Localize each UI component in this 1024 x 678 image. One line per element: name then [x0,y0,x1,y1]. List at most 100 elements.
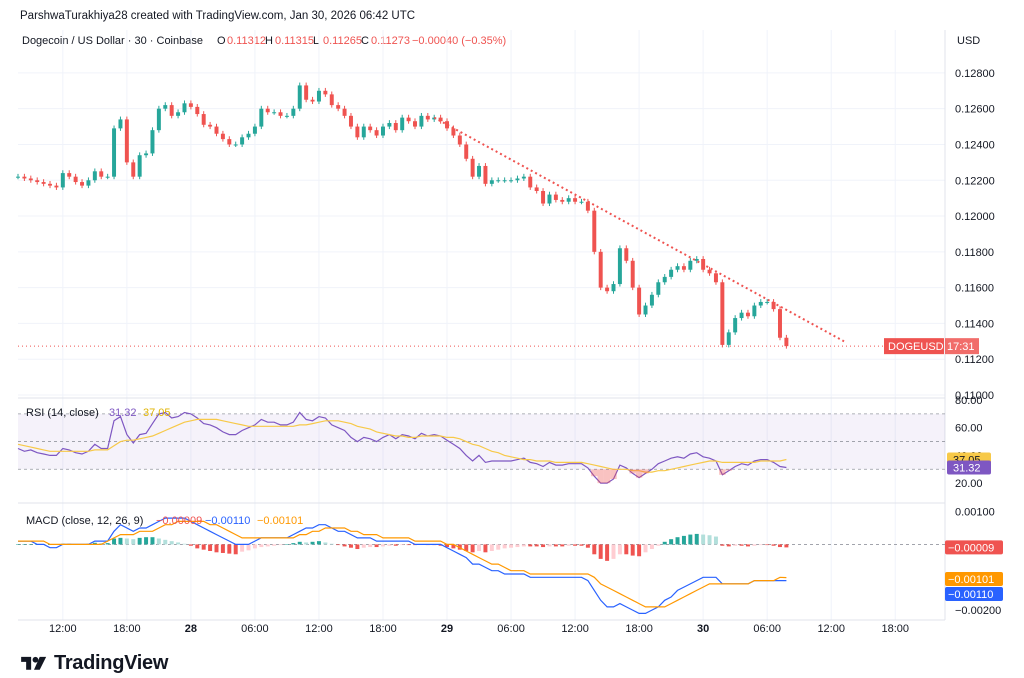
currency-label[interactable]: USD [957,35,980,47]
time-tick-label: 12:00 [817,623,845,635]
candle [105,176,110,178]
candle [124,119,129,163]
rsi-badge-label: 31.32 [953,462,981,474]
candle [457,135,462,145]
candle [464,144,469,159]
candle [534,187,539,191]
candle [585,201,590,211]
time-tick-label: 29 [441,623,453,635]
macd-histogram-bar [669,539,674,545]
rsi-badge [947,460,991,475]
candle [598,251,603,288]
candle [252,126,257,134]
macd-histogram-bar [713,536,718,545]
candle [323,90,328,95]
macd-histogram-bar [355,544,360,550]
price-tick-label: 0.11400 [955,318,994,330]
macd-histogram-bar [150,537,155,545]
rsi-title[interactable]: RSI (14, close) [26,407,99,419]
time-tick-label: 18:00 [625,623,653,635]
candle [156,108,161,131]
time-tick-label: 18:00 [369,623,397,635]
rsi-tick-label: 20.00 [955,478,983,490]
candle [374,130,379,136]
macd-histogram-bar [643,544,648,553]
candle [22,176,27,179]
macd-histogram-bar [566,544,571,546]
candle [662,276,667,283]
rsi-ma-value: 37.05 [143,407,171,419]
macd-histogram-bar [233,544,238,555]
candle [438,117,443,122]
candle [99,171,104,177]
macd-badge [945,540,1003,555]
credit-text: ParshwaTurakhiya28 created with TradingV… [20,10,415,22]
macd-histogram-bar [592,544,597,555]
candle [355,126,360,138]
candle [60,173,65,188]
candle [694,259,699,261]
candle [201,114,206,125]
candle [541,191,546,204]
candle [643,305,648,315]
candle [611,284,616,292]
macd-badge-label: −0.00009 [948,542,994,554]
tradingview-brand-name: TradingView [54,652,169,674]
ohlc-value-L: 0.11265 [323,35,362,47]
candle [720,282,725,345]
macd-histogram-bar [502,544,507,549]
macd-histogram-bar [611,544,616,559]
macd-histogram-bar [208,544,213,551]
price-tick-label: 0.11600 [955,283,994,295]
macd-histogram-bar [451,544,456,549]
macd-histogram-bar [124,538,129,545]
candle [605,287,610,292]
candle [413,121,417,127]
macd-histogram-bar [387,544,392,546]
ohlc-label-H: H [265,35,273,47]
candle [547,194,552,204]
macd-histogram-bar [265,544,270,547]
macd-pane[interactable] [16,517,945,614]
candle [214,126,219,134]
macd-histogram-bar [630,544,635,556]
candle [182,103,187,113]
candle [265,108,270,113]
rsi-series-line [17,418,787,473]
countdown-label: 17:31 [947,341,975,353]
candle [329,94,334,106]
candle [553,194,558,200]
macd-histogram-bar [720,544,725,546]
candle [445,121,450,129]
ohlc-value-C: 0.11273 [371,35,410,47]
candle [73,176,78,183]
macd-histogram-bar [316,541,321,545]
tradingview-brand[interactable]: TradingView [20,652,168,675]
macd-histogram-bar [28,544,33,545]
symbol-title[interactable]: Dogecoin / US Dollar · 30 · Coinbase [22,35,203,47]
macd-histogram-bar [195,544,200,549]
macd-histogram-bar [515,544,520,548]
countdown-badge [945,338,979,355]
macd-histogram-bar [240,544,245,552]
candle [387,123,392,127]
candle [560,199,565,202]
macd-badge-label: −0.00101 [948,574,994,586]
candle [304,85,309,100]
price-pane[interactable]: DOGEUSD 17:31 [16,82,979,355]
candle [361,126,366,138]
candle [573,198,578,202]
candle [624,248,629,261]
macd-histogram-bar [214,544,219,553]
candle [784,337,789,347]
change-value: −0.00040 (−0.35%) [412,35,506,47]
macd-title[interactable]: MACD (close, 12, 26, 9) [26,515,143,527]
rsi-series-line [17,411,787,484]
macd-histogram-bar [553,544,558,547]
macd-badge [945,587,1003,601]
candle [297,85,302,109]
macd-histogram-bar [445,544,450,548]
macd-histogram-bar [163,539,168,545]
rsi-pane[interactable] [17,411,945,484]
macd-histogram-bar [272,544,277,546]
